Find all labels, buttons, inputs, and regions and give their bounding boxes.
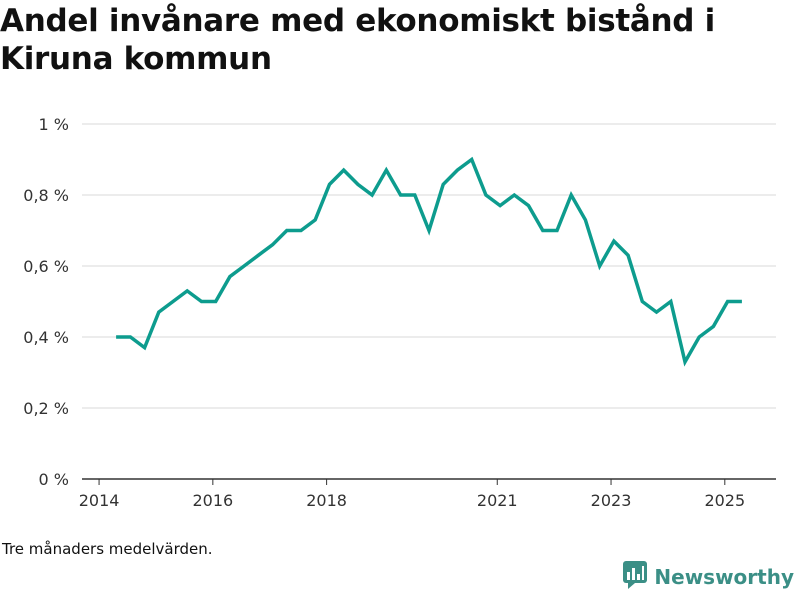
- data-point[interactable]: [511, 192, 517, 198]
- series-layer: [113, 156, 745, 367]
- data-point[interactable]: [668, 299, 674, 305]
- x-axis-labels: 2014 2016 2018 2021 2023 2025: [79, 491, 745, 510]
- data-point[interactable]: [298, 228, 304, 234]
- data-point[interactable]: [739, 299, 745, 305]
- data-point[interactable]: [469, 157, 475, 163]
- data-point[interactable]: [483, 192, 489, 198]
- data-point[interactable]: [412, 192, 418, 198]
- data-point[interactable]: [198, 299, 204, 305]
- data-point[interactable]: [127, 334, 133, 340]
- data-point[interactable]: [341, 167, 347, 173]
- y-tick-label: 0,2 %: [23, 399, 69, 418]
- x-tick-label: 2016: [192, 491, 233, 510]
- data-point[interactable]: [597, 263, 603, 269]
- data-point[interactable]: [540, 228, 546, 234]
- x-tick-label: 2025: [704, 491, 745, 510]
- grid-lines: [82, 123, 776, 409]
- data-point[interactable]: [554, 228, 560, 234]
- data-point[interactable]: [582, 217, 588, 223]
- brand-logo[interactable]: Newsworthy: [622, 560, 794, 594]
- data-point[interactable]: [284, 228, 290, 234]
- data-point[interactable]: [526, 203, 532, 209]
- x-axis: [82, 478, 776, 485]
- data-point[interactable]: [639, 299, 645, 305]
- data-point[interactable]: [142, 345, 148, 351]
- y-axis-labels: 0 % 0,2 % 0,4 % 0,6 % 0,8 % 1 %: [23, 115, 69, 489]
- data-point[interactable]: [241, 263, 247, 269]
- data-point[interactable]: [355, 181, 361, 187]
- data-point[interactable]: [113, 334, 119, 340]
- data-point[interactable]: [440, 181, 446, 187]
- y-tick-label: 0,8 %: [23, 186, 69, 205]
- data-point[interactable]: [725, 299, 731, 305]
- y-tick-label: 0,6 %: [23, 257, 69, 276]
- data-point[interactable]: [255, 252, 261, 258]
- data-point[interactable]: [497, 203, 503, 209]
- data-point[interactable]: [710, 323, 716, 329]
- series-line: [116, 156, 742, 367]
- x-tick-label: 2018: [306, 491, 347, 510]
- data-point[interactable]: [326, 181, 332, 187]
- data-point[interactable]: [696, 334, 702, 340]
- data-point[interactable]: [454, 167, 460, 173]
- data-point[interactable]: [312, 217, 318, 223]
- data-point[interactable]: [227, 274, 233, 280]
- data-point[interactable]: [682, 359, 688, 365]
- y-tick-label: 0 %: [39, 470, 69, 489]
- data-point[interactable]: [611, 238, 617, 244]
- data-point[interactable]: [383, 167, 389, 173]
- footnote: Tre månaders medelvärden.: [2, 540, 213, 558]
- x-tick-label: 2023: [591, 491, 632, 510]
- chart-title: Andel invånare med ekonomiskt bistånd i …: [0, 3, 715, 77]
- data-point[interactable]: [213, 299, 219, 305]
- x-tick-label: 2014: [79, 491, 120, 510]
- data-point[interactable]: [156, 309, 162, 315]
- bar-chart-logo-icon: [622, 560, 648, 594]
- data-point[interactable]: [625, 252, 631, 258]
- data-point[interactable]: [398, 192, 404, 198]
- y-tick-label: 0,4 %: [23, 328, 69, 347]
- y-tick-label: 1 %: [39, 115, 69, 134]
- data-point[interactable]: [184, 288, 190, 294]
- brand-name: Newsworthy: [654, 565, 794, 589]
- data-point[interactable]: [654, 309, 660, 315]
- x-tick-label: 2021: [477, 491, 518, 510]
- data-point[interactable]: [270, 242, 276, 248]
- data-point[interactable]: [568, 192, 574, 198]
- data-point[interactable]: [369, 192, 375, 198]
- data-point[interactable]: [426, 228, 432, 234]
